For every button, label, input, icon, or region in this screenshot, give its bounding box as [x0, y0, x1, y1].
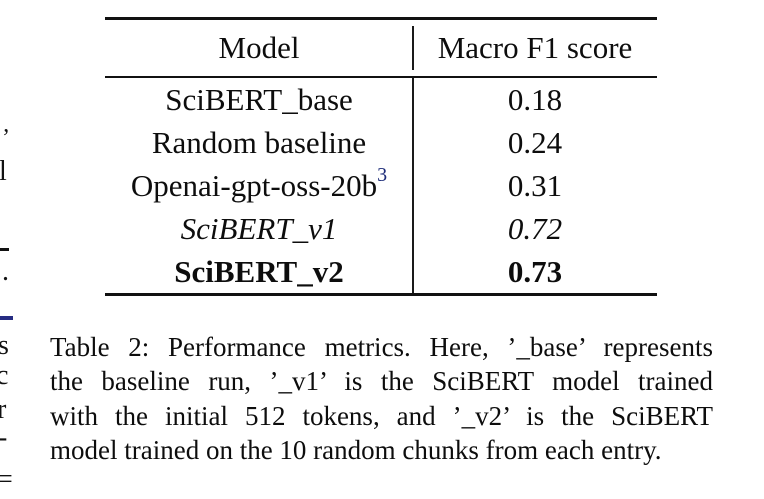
table-body: SciBERT_base 0.18 Random baseline 0.24 O… — [105, 78, 657, 293]
macro-f1-value: 0.24 — [507, 125, 563, 160]
caption-line: Table 2: Performance metrics. Here, ’_ba… — [50, 332, 713, 362]
model-name: SciBERT_v2 — [174, 254, 344, 289]
table-mid-rule — [105, 76, 657, 78]
cropped-text-fragment: l — [0, 156, 7, 187]
table-caption: Table 2: Performance metrics. Here, ’_ba… — [50, 330, 713, 468]
table-row: Openai-gpt-oss-20b 3 0.31 — [105, 164, 657, 207]
cropped-text-fragment: - — [0, 424, 7, 452]
cropped-text-fragment: r — [0, 394, 7, 425]
table-row: SciBERT_base 0.18 — [105, 78, 657, 121]
caption-line: with the initial 512 tokens, and ’_v2’ i… — [50, 400, 713, 431]
cropped-text-fragment: = — [0, 464, 13, 495]
model-name: Random baseline — [151, 125, 367, 160]
column-divider — [412, 78, 414, 293]
table-row: SciBERT_v1 0.72 — [105, 207, 657, 250]
cropped-rule-fragment — [0, 248, 9, 251]
model-name: SciBERT_v1 — [180, 211, 338, 246]
column-header-macro-f1: Macro F1 score — [437, 30, 633, 65]
cropped-text-fragment: s — [0, 330, 9, 361]
results-table: Model Macro F1 score SciBERT_base 0.18 R… — [105, 17, 657, 296]
table-row: SciBERT_v2 0.73 — [105, 250, 657, 293]
macro-f1-value: 0.73 — [507, 254, 563, 289]
cropped-text-fragment: . — [2, 256, 9, 287]
caption-line: model trained on the 10 random chunks fr… — [50, 435, 662, 466]
cropped-text-fragment: c — [0, 360, 9, 391]
macro-f1-value: 0.31 — [507, 168, 563, 203]
model-name: SciBERT_base — [165, 82, 353, 117]
table-row: Random baseline 0.24 — [105, 121, 657, 164]
table-header-row: Model Macro F1 score — [105, 20, 657, 76]
caption-line: the baseline run, ’_v1’ is the SciBERT m… — [50, 366, 713, 397]
macro-f1-value: 0.18 — [507, 82, 563, 117]
column-header-model: Model — [218, 30, 300, 65]
macro-f1-value: 0.72 — [507, 211, 563, 246]
column-divider — [412, 26, 414, 70]
model-name-text: Openai-gpt-oss-20b — [130, 168, 378, 203]
model-name: Openai-gpt-oss-20b 3 — [130, 163, 388, 203]
cropped-text-fragment: ’ — [2, 125, 10, 151]
table-bottom-rule — [105, 293, 657, 296]
table-top-rule — [105, 17, 657, 20]
cropped-link-fragment — [0, 316, 13, 320]
